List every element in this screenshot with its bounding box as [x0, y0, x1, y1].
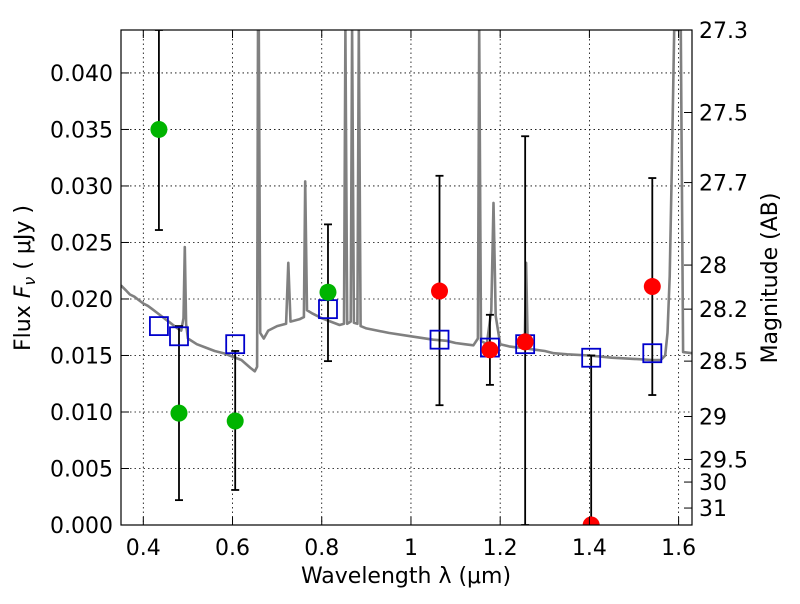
plot-frame [120, 29, 693, 526]
green-data-point [170, 404, 188, 422]
tick-layer [121, 29, 692, 526]
y-tick-label: 0.015 [50, 344, 113, 369]
model-photometry-square [581, 347, 602, 368]
x-tick-label: 0.6 [215, 536, 250, 561]
y-tick-labels: 0.000 0.005 0.010 0.015 0.020 0.025 0.030 0.035… [50, 62, 113, 539]
right-tick-label: 28.5 [699, 350, 748, 375]
y-axis-label-prefix: Flux [11, 298, 36, 351]
marker-layer [149, 120, 663, 525]
red-data-point [431, 282, 449, 300]
green-data-point [226, 412, 244, 430]
model-photometry-square [225, 334, 246, 355]
y-tick-label: 0.000 [50, 514, 113, 539]
y-tick-label: 0.005 [50, 457, 113, 482]
x-tick-label: 0.8 [304, 536, 339, 561]
red-data-point [643, 278, 661, 296]
y-tick-label: 0.040 [50, 62, 113, 87]
red-data-point [481, 341, 499, 359]
grid-lines [121, 30, 692, 526]
x-tick-label: 0.4 [126, 536, 161, 561]
right-axis-label: Magnitude (AB) [758, 193, 783, 364]
red-data-point [516, 333, 534, 351]
model-photometry-square [642, 343, 663, 364]
right-tick-label: 28.2 [699, 298, 748, 323]
y-tick-label: 0.025 [50, 231, 113, 256]
model-photometry-square [149, 316, 169, 336]
y-axis-label-subscript: ν [20, 277, 39, 286]
right-tick-label: 30 [699, 471, 727, 496]
model-photometry-square [429, 329, 450, 350]
y-tick-label: 0.030 [50, 175, 113, 200]
right-tick-label: 27.3 [699, 19, 748, 44]
model-photometry-square [169, 326, 189, 347]
y-tick-label: 0.020 [50, 288, 113, 313]
right-tick-label: 29 [699, 406, 727, 431]
right-tick-label: 27.5 [699, 102, 748, 127]
right-tick-label: 29.5 [699, 448, 748, 473]
red-data-point [582, 516, 600, 525]
green-data-point [319, 283, 337, 301]
y-axis-label-symbol: F [11, 285, 36, 298]
right-tick-label: 27.7 [699, 172, 748, 197]
right-tick-label: 28 [699, 254, 727, 279]
spectrum-layer [121, 30, 692, 373]
y-axis-label-suffix: ( μJy ) [11, 205, 36, 277]
y-axis-label: Flux Fν ( μJy ) [11, 205, 39, 351]
spectrum-line [121, 30, 692, 373]
x-axis-label: Wavelength λ (μm) [301, 564, 511, 589]
x-tick-labels: 0.4 0.6 0.8 1 1.2 1.4 1.6 [126, 536, 696, 561]
right-tick-label: 31 [699, 497, 727, 522]
y-tick-label: 0.010 [50, 401, 113, 426]
y-tick-label: 0.035 [50, 118, 113, 143]
x-tick-label: 1 [404, 536, 418, 561]
green-data-point [150, 120, 168, 138]
x-tick-label: 1.6 [661, 536, 696, 561]
x-tick-label: 1.4 [572, 536, 607, 561]
x-tick-label: 1.2 [483, 536, 518, 561]
